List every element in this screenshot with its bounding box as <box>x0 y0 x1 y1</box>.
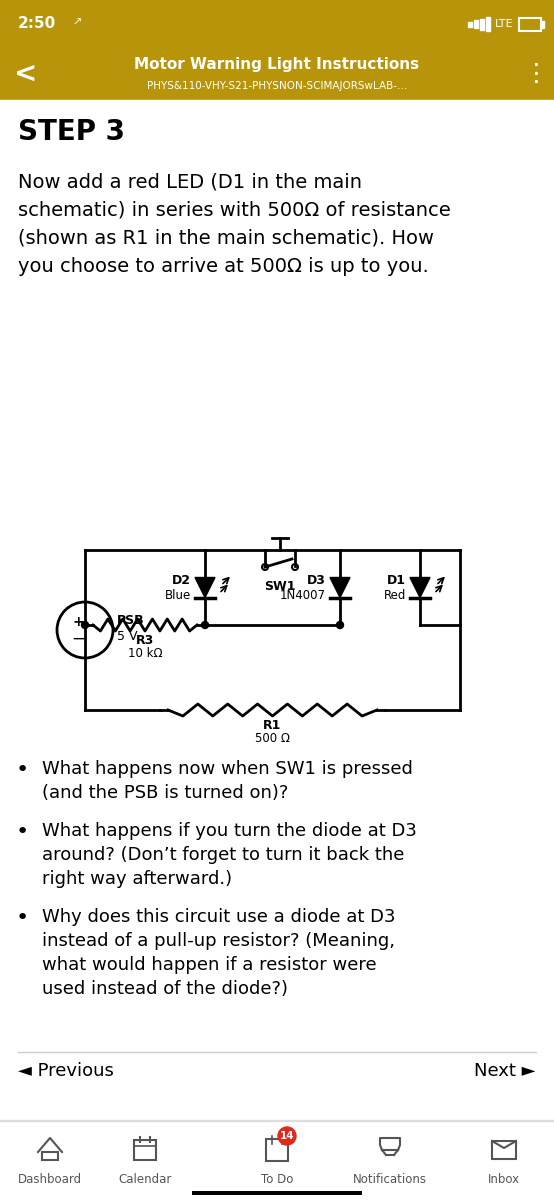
Text: SW1: SW1 <box>264 580 296 593</box>
Text: Motor Warning Light Instructions: Motor Warning Light Instructions <box>135 56 419 72</box>
Text: ↗: ↗ <box>72 18 81 28</box>
Text: Why does this circuit use a diode at D3: Why does this circuit use a diode at D3 <box>42 908 396 926</box>
Circle shape <box>81 622 89 629</box>
Text: 10 kΩ: 10 kΩ <box>127 647 162 660</box>
Text: Notifications: Notifications <box>353 1174 427 1186</box>
Bar <box>134 1140 156 1160</box>
Text: ⋮: ⋮ <box>524 62 548 86</box>
Bar <box>541 20 543 28</box>
Text: you choose to arrive at 500Ω is up to you.: you choose to arrive at 500Ω is up to yo… <box>18 257 429 276</box>
Text: (and the PSB is turned on)?: (and the PSB is turned on)? <box>42 784 289 802</box>
Polygon shape <box>195 577 215 598</box>
Text: Red: Red <box>383 589 406 602</box>
Text: To Do: To Do <box>261 1174 293 1186</box>
Text: •: • <box>16 822 29 842</box>
Text: LTE: LTE <box>495 19 514 29</box>
Text: Dashboard: Dashboard <box>18 1174 82 1186</box>
Bar <box>0 1120 554 1200</box>
Text: What happens now when SW1 is pressed: What happens now when SW1 is pressed <box>42 760 413 778</box>
Polygon shape <box>330 577 350 598</box>
Text: right way afterward.): right way afterward.) <box>42 870 232 888</box>
Text: <: < <box>14 60 37 88</box>
Circle shape <box>336 622 343 629</box>
Text: 5 V: 5 V <box>117 630 137 643</box>
Text: schematic) in series with 500Ω of resistance: schematic) in series with 500Ω of resist… <box>18 200 451 220</box>
Text: •: • <box>16 908 29 928</box>
Text: 2:50: 2:50 <box>18 17 57 31</box>
Bar <box>486 17 490 31</box>
Bar <box>42 1152 58 1160</box>
Bar <box>492 1141 516 1159</box>
Text: (shown as R1 in the main schematic). How: (shown as R1 in the main schematic). How <box>18 229 434 248</box>
Bar <box>468 22 472 26</box>
Text: Next ►: Next ► <box>474 1062 536 1080</box>
Text: used instead of the diode?): used instead of the diode?) <box>42 980 288 998</box>
Circle shape <box>202 622 208 629</box>
Text: around? (Don’t forget to turn it back the: around? (Don’t forget to turn it back th… <box>42 846 404 864</box>
Text: PSB: PSB <box>117 614 145 628</box>
Bar <box>519 18 541 31</box>
Text: 500 Ω: 500 Ω <box>255 732 290 745</box>
Bar <box>0 48 554 100</box>
Text: Inbox: Inbox <box>488 1174 520 1186</box>
Text: •: • <box>16 760 29 780</box>
Text: 1N4007: 1N4007 <box>280 589 326 602</box>
Text: Blue: Blue <box>165 589 191 602</box>
Text: STEP 3: STEP 3 <box>18 118 125 146</box>
Bar <box>480 18 484 30</box>
Text: ◄ Previous: ◄ Previous <box>18 1062 114 1080</box>
Bar <box>474 20 478 28</box>
Text: D3: D3 <box>307 574 326 587</box>
Text: R3: R3 <box>136 634 154 647</box>
Text: Now add a red LED (D1 in the main: Now add a red LED (D1 in the main <box>18 173 362 192</box>
Text: Calendar: Calendar <box>119 1174 172 1186</box>
Bar <box>192 1190 362 1195</box>
Text: what would happen if a resistor were: what would happen if a resistor were <box>42 956 377 974</box>
Text: +: + <box>72 614 84 629</box>
Circle shape <box>278 1127 296 1145</box>
Text: What happens if you turn the diode at D3: What happens if you turn the diode at D3 <box>42 822 417 840</box>
Bar <box>266 1139 288 1162</box>
Text: −: − <box>71 630 85 648</box>
Polygon shape <box>410 577 430 598</box>
Text: R1: R1 <box>263 719 281 732</box>
Text: D2: D2 <box>172 574 191 587</box>
Text: D1: D1 <box>387 574 406 587</box>
Text: instead of a pull-up resistor? (Meaning,: instead of a pull-up resistor? (Meaning, <box>42 932 395 950</box>
Bar <box>0 0 554 48</box>
Text: 14: 14 <box>280 1130 294 1141</box>
Text: PHYS&110-VHY-S21-PHYSNON-SCIMAJORSwLAB-...: PHYS&110-VHY-S21-PHYSNON-SCIMAJORSwLAB-.… <box>147 80 407 91</box>
